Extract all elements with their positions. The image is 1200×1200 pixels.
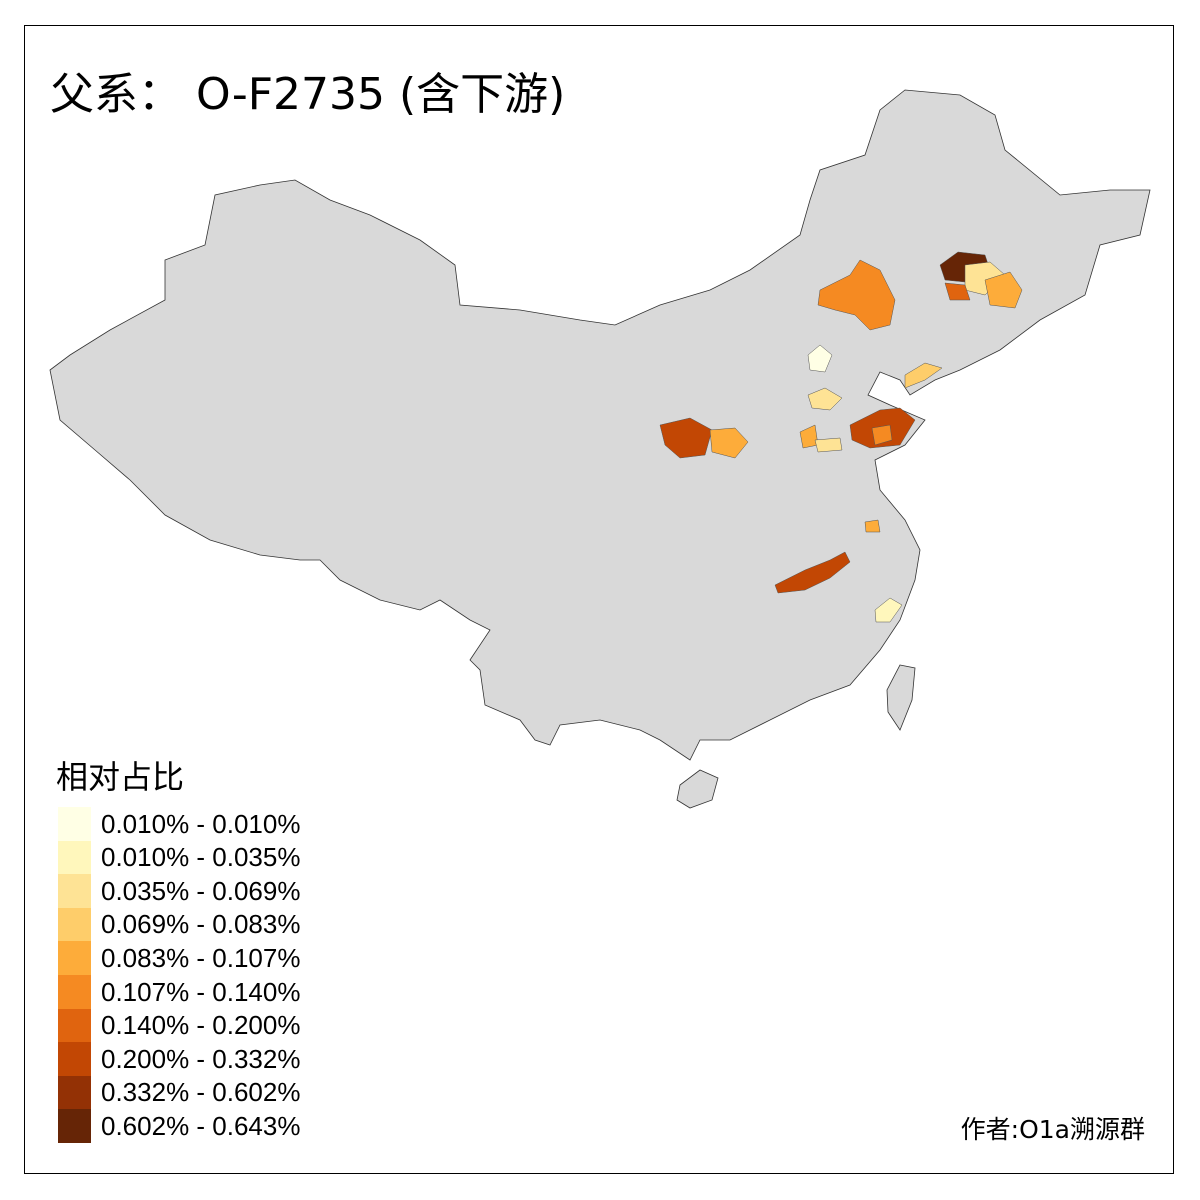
shaded-prefecture [774,551,851,594]
shaded-prefecture [659,417,713,459]
legend-swatch [58,1075,91,1110]
legend-label: 0.069% - 0.083% [101,909,301,940]
legend-label: 0.010% - 0.035% [101,842,301,873]
legend-item: 0.069% - 0.083% [58,907,301,942]
legend-item: 0.332% - 0.602% [58,1075,301,1110]
china-base-region [49,89,1151,761]
legend-label: 0.140% - 0.200% [101,1010,301,1041]
map-title: 父系： O-F2735 (含下游) [50,69,566,120]
legend-label: 0.035% - 0.069% [101,875,301,906]
shaded-prefecture [817,259,896,331]
legend-item: 0.107% - 0.140% [58,975,300,1009]
legend-label: 0.107% - 0.140% [101,976,301,1007]
legend-label: 0.602% - 0.643% [101,1110,301,1141]
taiwan-region [886,664,916,731]
legend-label: 0.332% - 0.602% [101,1077,301,1108]
shaded-prefecture [807,344,833,373]
legend-item: 0.035% - 0.069% [58,874,301,909]
shaded-prefecture [709,427,749,459]
shaded-prefecture [874,597,903,623]
legend-item: 0.010% - 0.010% [58,807,300,841]
panel-border [24,25,1174,1174]
shaded-prefecture [944,282,971,301]
legend-item: 0.010% - 0.035% [58,840,301,875]
legend-item: 0.083% - 0.107% [58,941,301,976]
legend-swatch [58,1042,91,1077]
shaded-prefecture [807,387,843,411]
legend-label: 0.010% - 0.010% [101,808,301,839]
shaded-prefecture [984,271,1023,309]
legend-swatch [58,874,91,909]
legend-swatch [58,1008,91,1043]
legend-item: 0.602% - 0.643% [58,1109,301,1144]
legend-item: 0.140% - 0.200% [58,1008,301,1043]
shaded-prefecture [904,362,943,389]
legend-swatch [58,1109,91,1144]
legend-swatch [58,941,91,976]
legend-swatch [58,807,91,841]
author-credit: 作者:O1a溯源群 [960,1115,1145,1144]
shaded-prefecture [871,424,893,446]
legend-label: 0.200% - 0.332% [101,1043,301,1074]
legend-title: 相对占比 [56,758,185,796]
shaded-prefecture [864,519,881,533]
legend-swatch [58,975,91,1009]
legend-swatch [58,907,91,942]
hainan-region [676,769,719,809]
shaded-prefecture [814,437,843,453]
legend-swatch [58,840,91,875]
legend-label: 0.083% - 0.107% [101,942,301,973]
legend-item: 0.200% - 0.332% [58,1042,301,1077]
